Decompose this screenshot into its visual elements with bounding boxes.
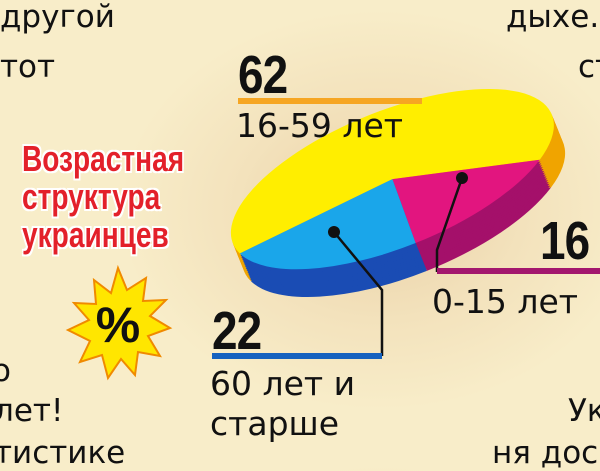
value-label: 62: [238, 45, 288, 105]
label-bar: [238, 98, 422, 104]
pie: [230, 88, 566, 298]
bg-text: о: [0, 353, 11, 389]
category-label: 60 лет и старше: [210, 364, 356, 443]
bg-text: дыхе.: [506, 0, 600, 35]
pie-slice: [239, 179, 416, 270]
value-label: 22: [212, 301, 262, 361]
bg-text: ст: [578, 49, 600, 85]
bg-text: тот: [0, 49, 56, 85]
bg-text: другой: [0, 0, 115, 35]
category-label: 0-15 лет: [432, 282, 579, 321]
title-line: Возрастная: [22, 138, 185, 179]
leader-line: [435, 177, 464, 272]
title-line: структура: [22, 176, 161, 217]
leader-dot: [328, 226, 340, 238]
chart-title: Возрастная структура украинцев: [22, 140, 184, 254]
label-bar: [437, 268, 600, 274]
pie-slice: [230, 88, 554, 254]
bg-text: Ук: [568, 393, 600, 429]
value-label: 16: [540, 211, 590, 271]
leader-dot: [456, 172, 468, 184]
label-bar: [212, 353, 382, 359]
leader-line: [333, 231, 384, 356]
badge-label: %: [96, 297, 140, 353]
leaders: [333, 177, 464, 356]
chart: %: [65, 88, 566, 381]
badge-star: [65, 264, 173, 381]
title-line: украинцев: [22, 214, 169, 255]
category-label: 16-59 лет: [236, 106, 403, 145]
pie-slice: [392, 159, 540, 244]
bg-text: лет!: [0, 393, 64, 429]
